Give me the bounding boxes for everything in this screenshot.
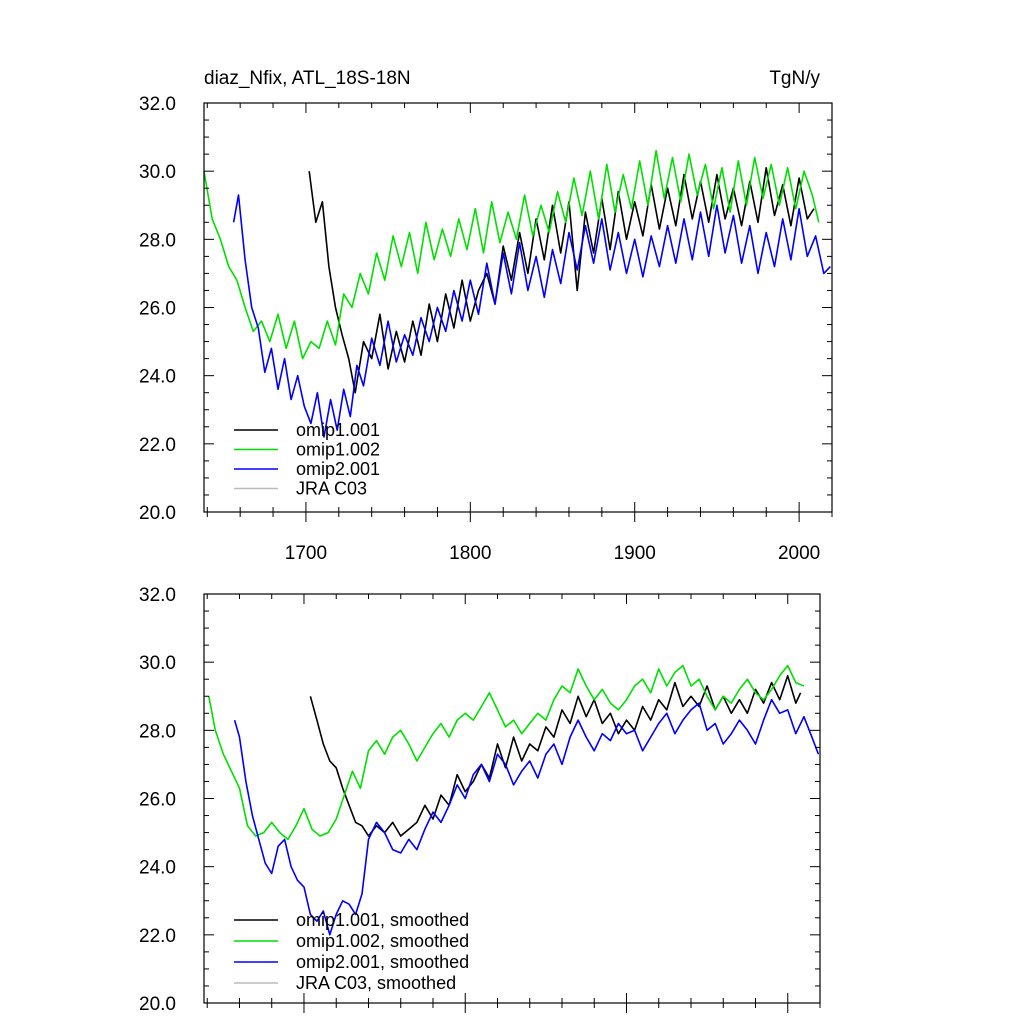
x-tick-label: 2000 [778, 543, 820, 564]
y-tick-label: 32.0 [139, 585, 176, 606]
bottom-panel: 20.0 22.0 24.0 26.0 28.0 30.0 32.0 omip1.001, s… [139, 585, 821, 1015]
series-line-omip1-002 [203, 149, 820, 360]
y-tick-label: 22.0 [139, 435, 176, 456]
x-tick-label: 1700 [285, 543, 327, 564]
top-panel: 20.0 22.0 24.0 26.0 28.0 30.0 32.0 1700 1800 1900… [139, 68, 833, 564]
y-tick-label: 20.0 [139, 503, 176, 524]
x-tick-label: 1900 [614, 543, 656, 564]
y-tick-label: 30.0 [139, 162, 176, 183]
y-tick-label: 20.0 [139, 994, 176, 1015]
x-tick-label: 1800 [449, 543, 491, 564]
y-tick-label: 32.0 [139, 94, 176, 115]
legend-label: JRA C03, smoothed [296, 973, 456, 993]
series-line-omip1-002-smoothed [208, 664, 805, 841]
y-tick-label: 24.0 [139, 367, 176, 388]
legend-label: omip2.001 [296, 459, 380, 479]
y-tick-label: 28.0 [139, 721, 176, 742]
y-tick-label: 30.0 [139, 653, 176, 674]
units-label: TgN/y [769, 68, 820, 89]
legend-label: omip1.001 [296, 420, 380, 440]
chart-title: diaz_Nfix, ATL_18S-18N [204, 68, 411, 89]
y-tick-label: 22.0 [139, 926, 176, 947]
series-line-omip2-001-smoothed [233, 698, 820, 936]
y-tick-label: 28.0 [139, 230, 176, 251]
legend-label: omip1.002, smoothed [296, 931, 469, 951]
y-tick-label: 26.0 [139, 790, 176, 811]
y-tick-label: 26.0 [139, 299, 176, 320]
y-tick-label: 24.0 [139, 858, 176, 879]
legend-label: omip1.001, smoothed [296, 910, 469, 930]
legend-label: omip2.001, smoothed [296, 952, 469, 972]
legend-label: omip1.002 [296, 440, 380, 460]
series-line-omip2-001 [232, 194, 831, 438]
legend-label: JRA C03 [296, 479, 367, 499]
